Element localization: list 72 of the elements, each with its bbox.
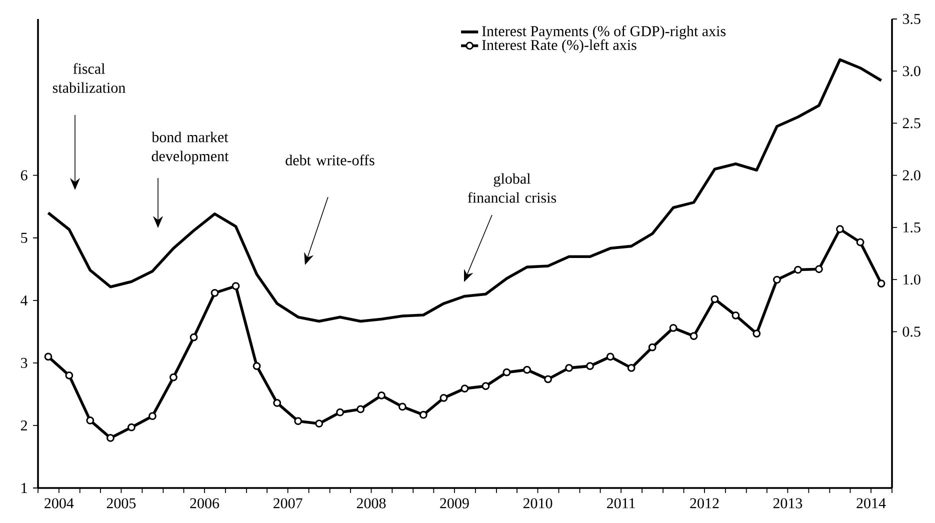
point: [523, 366, 531, 374]
point: [315, 420, 324, 428]
point: [627, 364, 636, 372]
y2-tick-label: 1.0: [904, 274, 920, 285]
x-tick-label: 2010: [523, 498, 552, 508]
point: [732, 311, 740, 320]
point: [86, 416, 94, 424]
point: [586, 362, 594, 370]
point: [815, 265, 823, 274]
point: [273, 399, 282, 407]
annotation: debt write-offs: [286, 154, 374, 166]
point: [356, 405, 364, 414]
x-tick-label: 2011: [607, 498, 635, 508]
point: [502, 368, 511, 376]
y-tick-label: 1: [22, 483, 27, 493]
point: [544, 375, 552, 384]
point: [419, 410, 428, 419]
legend-label: Interest Rate (%)-left axis: [482, 39, 636, 54]
point: [794, 266, 802, 274]
point: [398, 402, 406, 411]
point: [252, 362, 261, 370]
x-tick-label: 2004: [44, 498, 74, 508]
point: [690, 332, 698, 340]
point: [752, 330, 761, 338]
y2-tick-label: 0.5: [902, 326, 920, 337]
point: [856, 238, 864, 246]
point: [170, 373, 178, 382]
point: [210, 288, 219, 297]
y-tick-label: 6: [20, 170, 28, 180]
y2-tick-label: 1.5: [904, 222, 920, 233]
point: [710, 295, 719, 304]
point: [877, 280, 886, 288]
point: [460, 384, 469, 393]
point: [440, 394, 448, 402]
point: [648, 343, 656, 352]
x-tick-label: 2009: [440, 498, 469, 508]
point: [836, 225, 844, 234]
x-tick-label: 2014: [856, 498, 886, 508]
y2-tick-label: 2.0: [902, 170, 920, 180]
point: [128, 423, 136, 432]
y2-tick-label: 3.0: [902, 66, 920, 76]
point: [106, 434, 114, 442]
point: [482, 382, 490, 390]
x-tick-label: 2008: [356, 498, 386, 508]
x-tick-label: 2005: [106, 498, 136, 508]
point: [190, 333, 198, 342]
x-tick-label: 2013: [773, 498, 802, 508]
point: [773, 276, 781, 284]
point: [606, 352, 614, 361]
y-tick-label: 5: [21, 232, 28, 243]
y-tick-label: 3: [21, 358, 28, 368]
point: [294, 417, 302, 426]
annotation: fiscal stabilization: [52, 63, 126, 93]
annotation: bond market development: [152, 132, 229, 164]
point: [65, 371, 74, 380]
y2-tick-label: 3.5: [902, 14, 920, 24]
x-tick-label: 2006: [190, 498, 220, 508]
point: [378, 392, 386, 400]
point: [669, 324, 678, 332]
line-series: [46, 58, 883, 323]
x-tick-label: 2012: [690, 498, 719, 508]
y-tick-label: 4: [20, 295, 28, 306]
point: [148, 412, 156, 420]
point: [232, 282, 240, 290]
legend-label: Interest Payments (% of GDP)-right axis: [482, 26, 726, 40]
point: [44, 352, 52, 361]
point: [336, 408, 344, 416]
y-tick-label: 2: [20, 420, 27, 430]
y2-tick-label: 2.5: [902, 118, 920, 128]
point: [565, 364, 573, 372]
x-tick-label: 2007: [273, 498, 302, 508]
annotation: global financial crisis: [468, 173, 556, 203]
